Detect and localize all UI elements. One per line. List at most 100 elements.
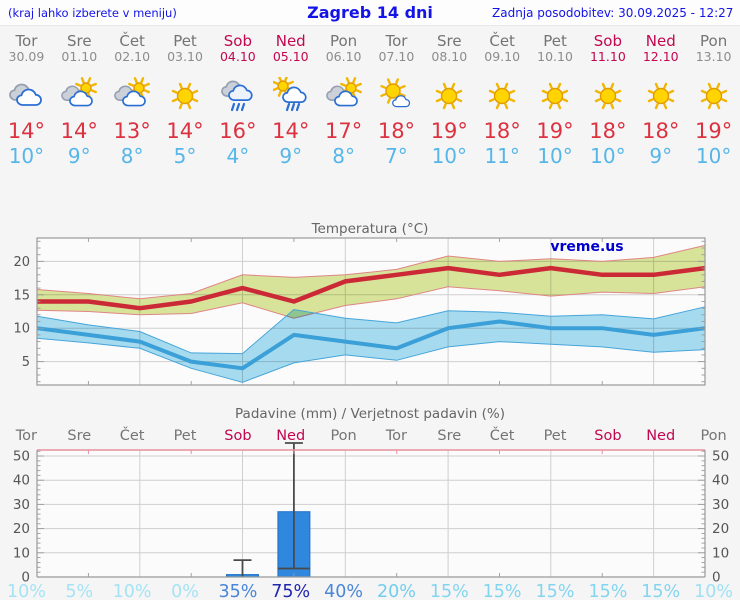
precip-probability: 35% [218,582,257,600]
header: (kraj lahko izberete v meniju) Zagreb 14… [0,0,740,26]
min-temp-line [36,319,706,371]
mostly-sunny-icon [370,76,423,114]
day-column[interactable]: Sob 04.10 16° 4° [211,27,264,197]
min-temp: 5° [173,144,197,168]
day-name: Sre [437,32,462,50]
max-temp: 18° [589,119,627,143]
precip-day-label: Sob [224,428,251,444]
precip-probability: 75% [271,582,310,600]
precip-day-label: Pon [330,428,356,444]
precipitation-chart-svg: 0 0 10 10 20 20 30 30 40 40 50 50 Tor Sre Čet Pet Sob Ned… [7,406,733,600]
max-temp: 13° [113,119,151,143]
min-temp: 7° [385,144,408,168]
day-date: 07.10 [378,49,415,64]
min-temp: 10° [590,144,626,168]
day-column[interactable]: Ned 05.10 14° 9° [264,27,317,197]
min-temp: 11° [484,144,520,168]
max-temp: 14° [7,119,46,143]
min-temp: 10° [431,144,468,168]
precip-day-label: Sre [67,428,91,444]
min-temp: 9° [67,144,91,168]
day-date: 08.10 [431,49,468,64]
precip-y-tick-label-right: 0 [712,570,721,586]
max-temp: 14° [166,119,204,143]
day-column[interactable]: Tor 07.10 18° 7° [370,27,423,197]
day-column[interactable]: Pon 06.10 17° 8° [317,27,370,197]
precip-y-tick-label-right: 40 [712,473,729,489]
precipitation-chart: 0 0 10 10 20 20 30 30 40 40 50 50 Tor Sre Čet Pet Sob Ned… [0,400,740,600]
sunny-icon [581,76,634,114]
precip-probability: 20% [377,582,416,600]
partly-cloudy-icon [106,76,159,114]
max-temp: 19° [430,119,468,143]
day-name: Sre [66,32,92,50]
precip-probability: 0% [171,582,199,600]
precip-y-tick-label-left: 0 [21,570,30,586]
precip-y-tick-label-left: 50 [13,449,30,465]
day-name: Ned [645,32,676,50]
day-column[interactable]: Čet 09.10 18° 11° [476,27,529,197]
min-temp: 9° [649,144,673,168]
precip-y-tick-label-left: 40 [13,473,30,489]
day-name: Tor [385,32,408,50]
day-name: Pet [543,32,567,50]
sunny-icon [476,76,529,114]
partly-cloudy-icon [53,76,106,114]
precip-y-tick-label-right: 50 [712,449,729,465]
day-date: 10.10 [537,49,573,64]
day-name: Tor [15,32,38,50]
watermark: vreme.us [550,239,623,255]
location-hint[interactable]: (kraj lahko izberete v meniju) [8,5,177,20]
sunny-icon [634,76,687,114]
precip-day-label: Tor [385,428,407,444]
page-title: Zagreb 14 dni [307,3,433,22]
day-date: 05.10 [272,49,309,64]
temp-chart-title: Temperatura (°C) [311,221,429,237]
precip-day-label: Pet [544,428,567,444]
temp-y-tick-label: 10 [13,322,30,337]
sunny-icon [159,76,212,114]
temp-y-tick-label: 5 [22,355,30,370]
day-date: 12.10 [642,49,679,64]
max-temp: 17° [324,119,363,143]
rain-icon [211,76,264,114]
day-column[interactable]: Pon 13.10 19° 10° [687,27,740,197]
day-name: Sob [223,32,252,50]
day-name: Pon [329,32,358,50]
precip-probability: 10% [113,582,152,600]
precip-y-tick-label-right: 20 [712,521,729,537]
sunny-icon [687,76,740,114]
sunny-icon [529,76,582,114]
precip-day-label: Sob [594,428,621,444]
day-column[interactable]: Sob 11.10 18° 10° [581,27,634,197]
precip-day-label: Ned [646,428,675,444]
day-column[interactable]: Pet 10.10 19° 10° [529,27,582,197]
day-column[interactable]: Čet 02.10 13° 8° [106,27,159,197]
precip-probability: 15% [588,582,627,600]
min-temp: 8° [332,144,355,168]
day-column[interactable]: Pet 03.10 14° 5° [159,27,212,197]
day-date: 06.10 [325,49,362,64]
day-name: Pon [700,32,728,50]
min-temp: 10° [8,144,45,168]
day-date: 03.10 [167,49,203,64]
precip-probability: 40% [324,582,363,600]
day-name: Čet [119,32,145,50]
precip-probability: 15% [536,582,575,600]
precip-day-label: Tor [15,428,37,444]
precip-y-tick-label-left: 10 [13,545,30,561]
min-temp: 10° [695,144,732,168]
max-temp-line [37,265,706,311]
max-temp: 18° [642,119,680,143]
day-date: 04.10 [219,49,256,64]
temperature-chart-svg: 5 10 15 20 Temperatura (°C) vreme.us [13,221,706,386]
day-column[interactable]: Sre 08.10 19° 10° [423,27,476,197]
max-temp: 19° [536,119,574,143]
day-column[interactable]: Sre 01.10 14° 9° [53,27,106,197]
precip-y-tick-label-left: 20 [13,521,30,537]
day-column[interactable]: Tor 30.09 14° 10° [0,27,53,197]
day-column[interactable]: Ned 12.10 18° 9° [634,27,687,197]
precip-chart-title: Padavine (mm) / Verjetnost padavin (%) [235,406,505,422]
days-strip: Tor 30.09 14° 10° Sre 01.10 14° 9° Čet 02.10 13° 8°… [0,27,740,197]
min-temp: 10° [537,144,573,168]
